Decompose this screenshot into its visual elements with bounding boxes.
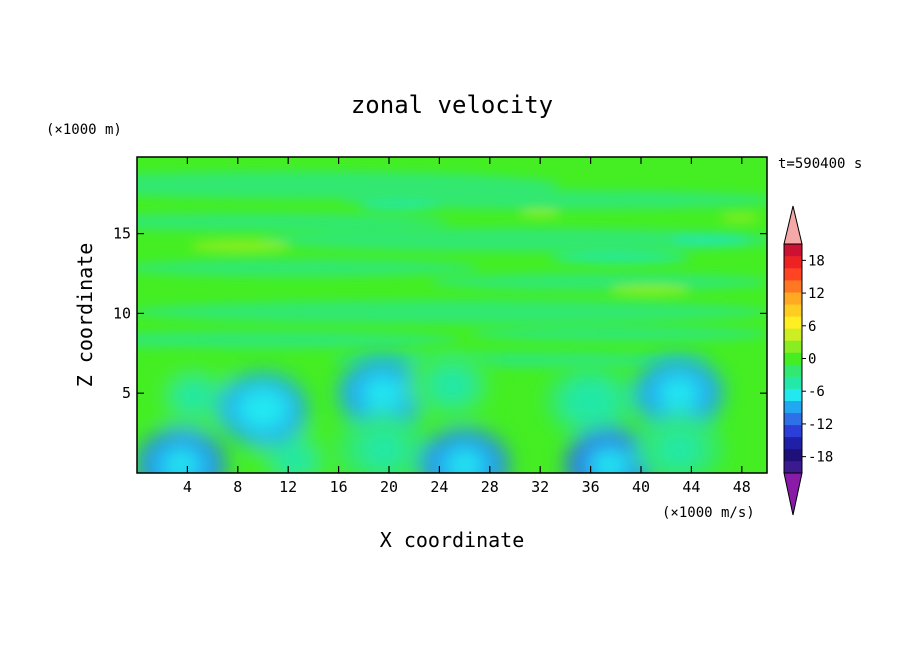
colorbar-tick-label: -18 [808,450,833,466]
colorbar-tick-label: 6 [808,319,816,335]
band [670,235,750,245]
contour-level [657,375,701,411]
x-tick-label: 20 [380,478,398,496]
colorbar-band [784,436,802,450]
colorbar-band [784,292,802,305]
value-unit-label: (×1000 m/s) [662,505,755,521]
time-label: t=590400 s [778,156,862,172]
colorbar-band [784,280,802,293]
colorbar-band [784,268,802,281]
x-axis-label: X coordinate [380,528,525,552]
colorbar-band [784,256,802,269]
y-axis-label: Z coordinate [73,243,97,388]
band [137,213,450,231]
colorbar-band [784,412,802,426]
y-unit-label: (×1000 m) [46,122,122,138]
colorbar-band [784,328,802,341]
band [137,259,480,277]
band [720,214,760,222]
colorbar-band [784,400,802,414]
colorbar-band [784,424,802,438]
x-axis-ticks: 4 8 12 16 20 24 28 32 36 40 44 48 [183,157,751,496]
colorbar-under-arrow [783,472,803,516]
colorbar: 18 12 6 0 -6 -12 -18 [783,205,833,516]
band [137,300,767,324]
x-tick-label: 24 [430,478,448,496]
band [260,228,767,252]
colorbar-band [784,460,802,474]
band [610,285,690,295]
colorbar-band [784,448,802,462]
x-tick-label: 48 [733,478,751,496]
band [340,190,767,210]
x-tick-label: 16 [330,478,348,496]
band [137,331,460,349]
colorbar-band [784,340,802,353]
colorbar-over-arrow [783,205,803,245]
contour-level [236,387,290,432]
colorbar-tick-label: 18 [808,253,825,269]
x-tick-label: 28 [481,478,499,496]
x-tick-label: 8 [233,478,242,496]
x-tick-label: 12 [279,478,297,496]
contour-level [361,431,405,467]
contour-level [162,450,200,473]
y-tick-label: 5 [122,384,131,402]
colorbar-tick-label: 12 [808,286,825,302]
colorbar-band [784,316,802,329]
colorbar-tick-label: -12 [808,417,833,433]
colorbar-band [784,376,802,389]
colorbar-band [784,304,802,317]
contour-level [657,431,701,467]
contour-features [137,349,723,473]
x-tick-label: 44 [682,478,700,496]
colorbar-tick-label: 0 [808,352,816,368]
y-tick-label: 10 [113,304,131,322]
band [550,253,690,263]
plot-frame [136,156,768,474]
contour-level [276,445,313,473]
contour-level [446,450,484,473]
x-tick-label: 4 [183,478,192,496]
band [190,240,290,252]
contour-level [563,379,618,424]
contour-level [591,450,628,473]
x-tick-label: 36 [582,478,600,496]
y-axis-ticks: 5 10 15 [113,225,767,402]
colorbar-band [784,244,802,257]
band [360,202,440,210]
colorbar-tick-label: -6 [808,384,825,400]
x-tick-label: 40 [632,478,650,496]
contour-level [361,375,405,411]
contour-field [137,157,767,473]
y-tick-label: 15 [113,225,131,243]
x-tick-label: 32 [531,478,549,496]
chart-title: zonal velocity [351,91,553,119]
colorbar-band [784,388,802,401]
contour-level [430,367,474,403]
colorbar-band [784,352,802,365]
band [520,209,560,217]
contour-level [175,381,213,412]
band [470,326,767,342]
band [430,273,767,291]
colorbar-band [784,364,802,377]
contour-bands [137,171,767,368]
